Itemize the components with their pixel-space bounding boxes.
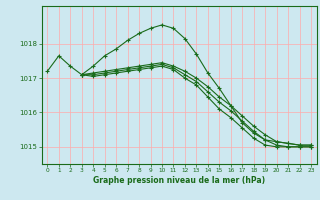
X-axis label: Graphe pression niveau de la mer (hPa): Graphe pression niveau de la mer (hPa): [93, 176, 265, 185]
